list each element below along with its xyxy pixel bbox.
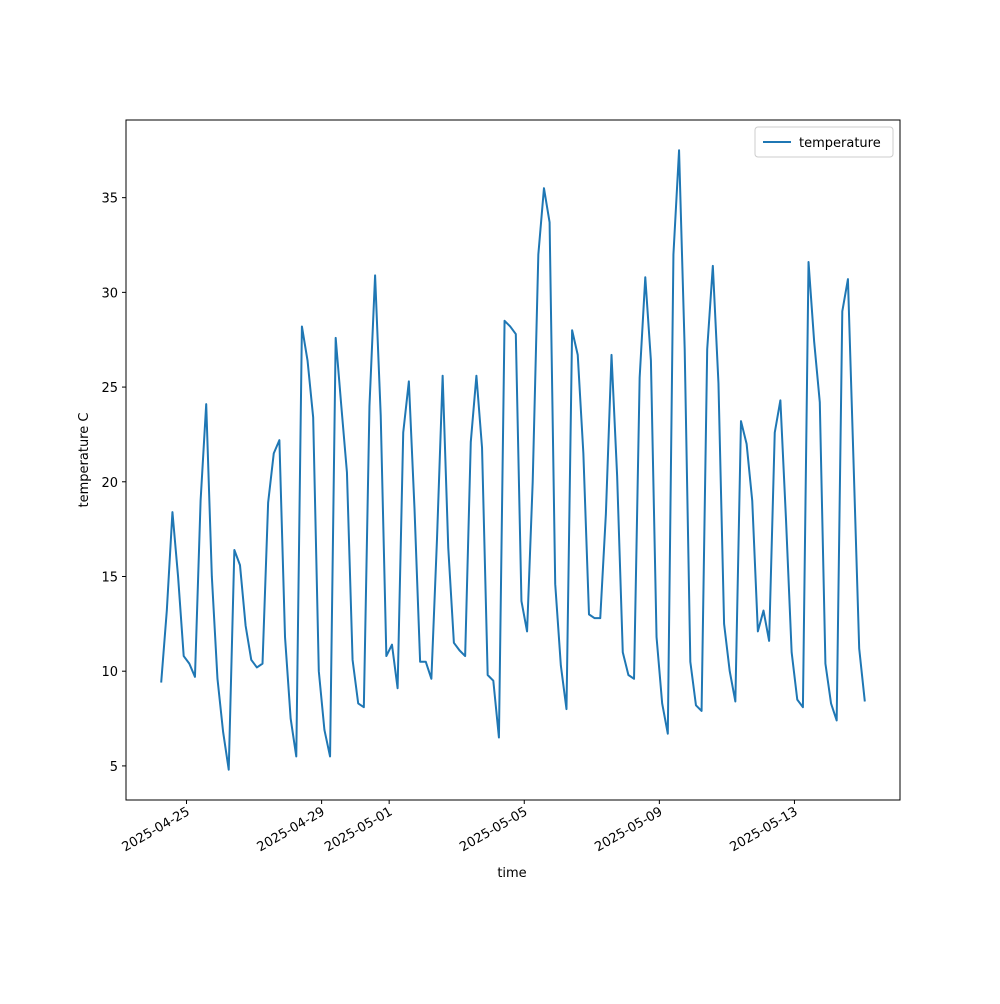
y-tick-label: 25 xyxy=(101,381,118,396)
y-tick-label: 5 xyxy=(110,760,118,775)
legend-label: temperature xyxy=(799,136,881,151)
y-tick-label: 20 xyxy=(101,476,118,491)
x-tick-label: 2025-04-25 xyxy=(120,804,193,855)
line-series xyxy=(160,149,866,771)
y-tick-label: 30 xyxy=(101,286,118,301)
y-tick-label: 35 xyxy=(101,192,118,207)
y-axis-label: temperature C xyxy=(77,413,92,508)
x-axis-label: time xyxy=(497,866,526,881)
x-tick-label: 2025-05-01 xyxy=(322,804,395,855)
legend-box xyxy=(754,126,894,158)
y-tick-label: 10 xyxy=(101,665,118,680)
plot-frame xyxy=(125,119,901,801)
x-tick-label: 2025-04-29 xyxy=(255,804,328,855)
y-tick-label: 15 xyxy=(101,570,118,585)
x-tick-label: 2025-05-13 xyxy=(728,804,801,855)
x-tick-label: 2025-05-05 xyxy=(457,804,530,855)
x-tick-label: 2025-05-09 xyxy=(592,804,665,855)
